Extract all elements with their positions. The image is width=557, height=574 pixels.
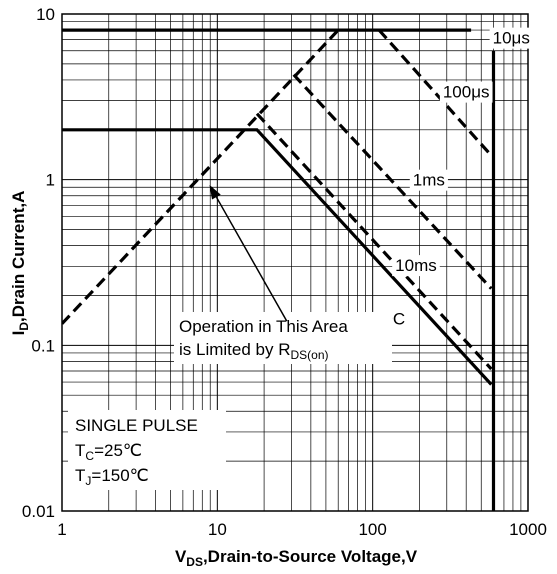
annotation-arrow — [215, 196, 288, 322]
annotation-arrowhead — [209, 184, 221, 200]
x-tick-label: 1000 — [509, 520, 547, 539]
y-axis-label-main: I — [9, 331, 28, 336]
condition-tc-rest: =25℃ — [94, 441, 142, 460]
condition-tc-main: T — [75, 441, 85, 460]
annotation-line2-main: is Limited by R — [179, 340, 290, 359]
condition-tc: TC=25℃ — [75, 441, 142, 463]
x-axis-label-rest: ,Drain-to-Source Voltage,V — [203, 547, 418, 566]
y-tick-label: 0.1 — [31, 336, 55, 355]
curve-label-bg — [439, 81, 493, 103]
curve-label: 100μs — [443, 83, 490, 102]
series-rds-on — [62, 29, 340, 325]
series-dc — [62, 128, 493, 386]
curve-label: 1ms — [413, 171, 445, 190]
curve-label-bg — [489, 27, 533, 49]
conditions: SINGLE PULSE TC=25℃ TJ=150℃ — [68, 410, 226, 490]
condition-tj-rest: =150℃ — [91, 466, 148, 485]
series-group — [62, 28, 496, 511]
conditions-bg — [68, 410, 226, 490]
curve-label-bg — [409, 169, 448, 191]
curve-label: 10ms — [395, 256, 437, 275]
annotation-line2: is Limited by RDS(on) — [179, 340, 329, 362]
y-tick-label: 10 — [36, 5, 55, 24]
x-tick-label: 100 — [358, 520, 386, 539]
annotation-line1: Operation in This Area — [179, 317, 348, 336]
plot-frame — [61, 13, 529, 512]
annotation: Operation in This Area is Limited by RDS… — [174, 184, 392, 364]
x-tick-label: 10 — [208, 520, 227, 539]
curve-label: 10μs — [493, 29, 530, 48]
series-pulse-1ms — [292, 73, 493, 290]
condition-tj: TJ=150℃ — [75, 466, 149, 488]
condition-single-pulse: SINGLE PULSE — [75, 416, 198, 435]
annotation-line2-sub: DS(on) — [290, 348, 328, 362]
y-tick-label: 0.01 — [22, 502, 55, 521]
condition-tj-main: T — [75, 466, 85, 485]
x-axis-label-sub: DS — [186, 555, 203, 569]
condition-tj-sub: J — [85, 474, 91, 488]
tick-labels: 1 10 100 1000 10 1 0.1 0.01 — [22, 5, 547, 539]
condition-tc-sub: C — [85, 449, 94, 463]
y-axis-label-rest: ,Drain Current,A — [9, 191, 28, 322]
series-pulse-100us — [377, 29, 493, 157]
x-tick-label: 1 — [57, 520, 66, 539]
y-axis-label-sub: D — [17, 322, 31, 331]
annotation-bg — [174, 312, 392, 364]
x-axis-label-main: V — [175, 547, 187, 566]
y-axis-label: ID,Drain Current,A — [9, 191, 31, 336]
curve-label-bg — [392, 255, 440, 277]
y-tick-label: 1 — [46, 171, 55, 190]
series-pulse-10ms — [255, 112, 493, 371]
x-axis-label: VDS,Drain-to-Source Voltage,V — [175, 547, 418, 569]
